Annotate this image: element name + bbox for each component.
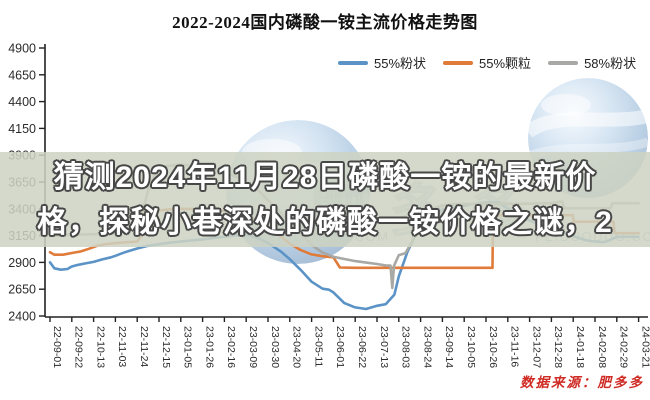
x-tick-label: 22-11-03 (116, 326, 128, 367)
legend-swatch-gray (548, 60, 579, 65)
legend-label: 55%粉状 (374, 56, 427, 71)
x-tick-label: 23-12-28 (552, 326, 564, 368)
x-tick-label: 23-10-05 (465, 326, 477, 368)
x-tick-label: 23-01-26 (203, 326, 215, 368)
overlay-headline-line1: 猜测2024年11月28日磷酸一铵的最新价 (53, 160, 597, 194)
legend-item-55-granular: 55%颗粒 (443, 53, 531, 72)
x-tick-label: 24-02-08 (596, 326, 608, 368)
x-tick-label: 23-06-01 (334, 326, 346, 368)
x-tick-label: 23-03-30 (269, 326, 281, 368)
y-tick-label: 4650 (8, 68, 36, 82)
x-tick-label: 23-02-16 (225, 326, 237, 368)
data-source-note: 数据来源：肥多多 (520, 375, 644, 390)
x-tick-label: 23-12-07 (530, 326, 542, 368)
x-tick-label: 22-11-24 (138, 326, 150, 367)
y-tick-label: 2400 (8, 310, 36, 324)
x-tick-label: 23-07-13 (378, 326, 390, 368)
y-tick-label: 4900 (8, 42, 36, 56)
x-tick-label: 23-03-09 (247, 326, 259, 368)
x-tick-label: 23-06-22 (356, 326, 368, 368)
x-tick-label: 24-01-18 (574, 326, 586, 368)
overlay-headline: 猜测2024年11月28日磷酸一铵的最新价 格，探秘小巷深处的磷酸一铵价格之谜，… (0, 152, 650, 247)
legend-item-55-powder: 55%粉状 (338, 53, 426, 72)
y-tick-label: 2650 (8, 283, 36, 297)
chart-legend: 55%粉状 55%颗粒 58%粉状 (338, 53, 636, 72)
x-tick-label: 24-02-29 (618, 326, 630, 368)
overlay-headline-line2: 格，探秘小巷深处的磷酸一铵价格之谜，2 (37, 205, 613, 239)
x-tick-label: 22-10-13 (94, 326, 106, 368)
x-tick-label: 23-08-03 (400, 326, 412, 368)
y-tick-label: 2900 (8, 256, 36, 270)
y-tick-label: 4150 (8, 122, 36, 136)
x-tick-label: 22-09-22 (73, 326, 85, 368)
x-tick-label: 23-11-16 (509, 326, 521, 367)
x-tick-label: 23-05-11 (312, 326, 324, 367)
chart-title: 2022-2024国内磷酸一铵主流价格走势图 (172, 13, 478, 32)
x-tick-label: 23-10-26 (487, 326, 499, 368)
legend-label: 58%粉状 (584, 56, 637, 71)
x-tick-label: 24-03-21 (639, 326, 650, 368)
x-tick-label: 23-01-05 (182, 326, 194, 368)
x-tick-label: 22-12-15 (160, 326, 172, 368)
legend-item-58-powder: 58%粉状 (548, 53, 636, 72)
x-tick-label: 22-09-01 (51, 326, 63, 368)
overlay-band (0, 152, 650, 247)
x-tick-label: 23-04-20 (291, 326, 303, 368)
legend-swatch-orange (443, 60, 474, 65)
x-tick-label: 23-08-24 (421, 326, 433, 368)
x-tick-label: 23-09-14 (443, 326, 455, 368)
legend-swatch-blue (338, 60, 368, 65)
legend-label: 55%颗粒 (479, 56, 532, 71)
y-tick-label: 4400 (8, 95, 36, 109)
